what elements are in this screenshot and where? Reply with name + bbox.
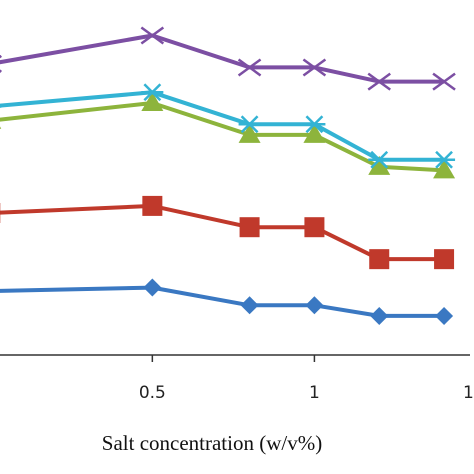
x-axis-ticks [151, 355, 316, 362]
series-triangle [0, 91, 456, 179]
data-point [304, 217, 325, 238]
data-point [238, 123, 261, 143]
data-point [0, 105, 2, 108]
data-point [303, 115, 326, 134]
data-point [239, 217, 260, 238]
series-diamond [0, 278, 454, 325]
data-point [368, 155, 391, 175]
data-point [432, 72, 456, 91]
data-point [143, 278, 162, 297]
x-tick-label: 1.5 [463, 383, 474, 403]
data-point [237, 58, 262, 77]
series-x [0, 26, 456, 91]
series-line [0, 203, 445, 262]
data-point [141, 83, 164, 102]
data-point [370, 306, 389, 325]
series-line [0, 101, 445, 173]
x-tick-label: 0.5 [139, 383, 166, 403]
data-point [433, 159, 456, 179]
series-line [0, 33, 445, 84]
data-point [141, 91, 164, 111]
data-point [140, 26, 165, 45]
data-point [305, 296, 324, 315]
series-square [0, 195, 455, 270]
data-point [435, 306, 454, 325]
data-point [0, 126, 2, 129]
data-point [434, 249, 455, 270]
data-point [240, 296, 259, 315]
series-asterisk [0, 83, 456, 169]
data-point [302, 58, 327, 77]
data-point [142, 195, 163, 216]
data-point [433, 150, 456, 169]
data-point [303, 123, 326, 143]
x-axis-tick-labels: 0.5 1 1.5 [139, 383, 474, 403]
data-point [367, 72, 391, 91]
data-point [238, 115, 261, 134]
series-group [0, 26, 456, 325]
data-point [368, 150, 391, 169]
series-line [0, 285, 445, 318]
x-tick-label: 1 [309, 383, 320, 403]
x-axis-title: Salt concentration (w/v%) [102, 431, 322, 455]
data-point [369, 249, 390, 270]
